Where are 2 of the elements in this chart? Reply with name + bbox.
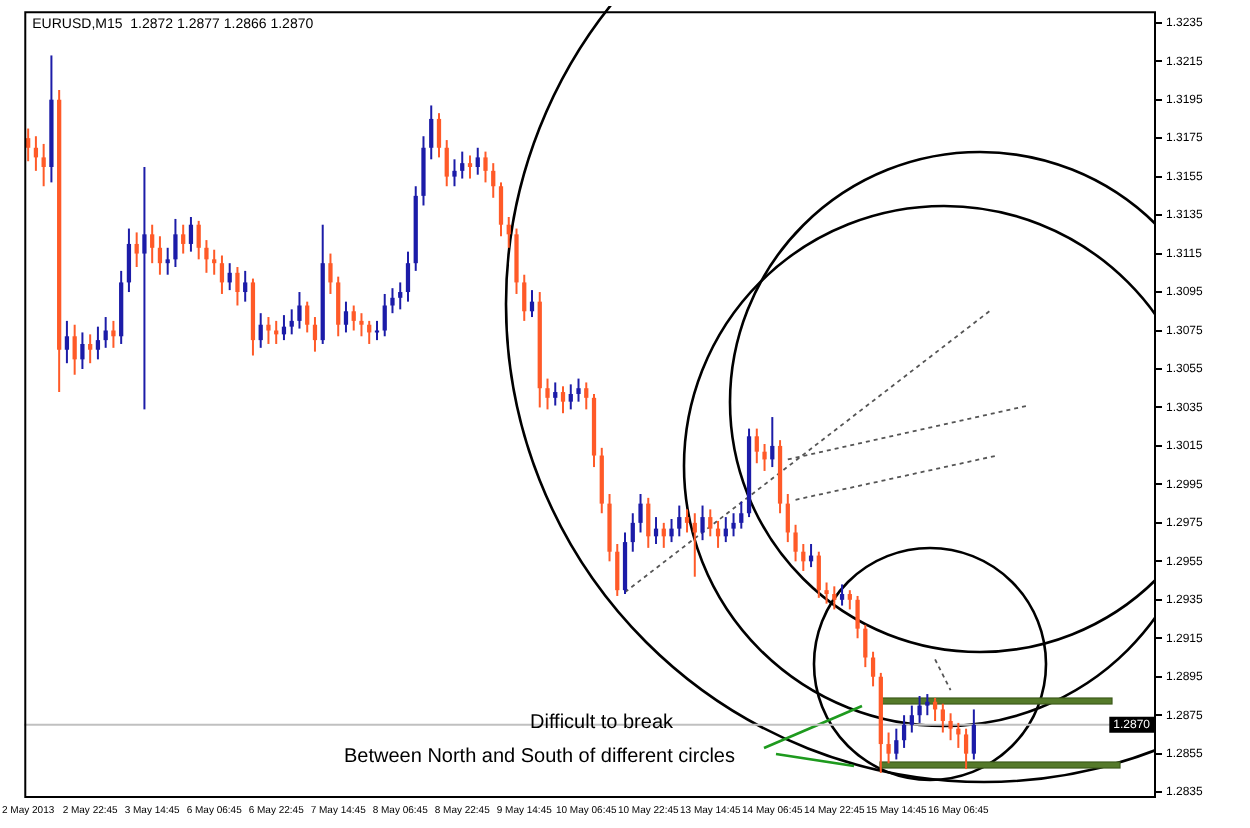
annotation: Difficult to break — [530, 711, 676, 734]
annotation: Between North and South of different circles — [344, 745, 735, 768]
